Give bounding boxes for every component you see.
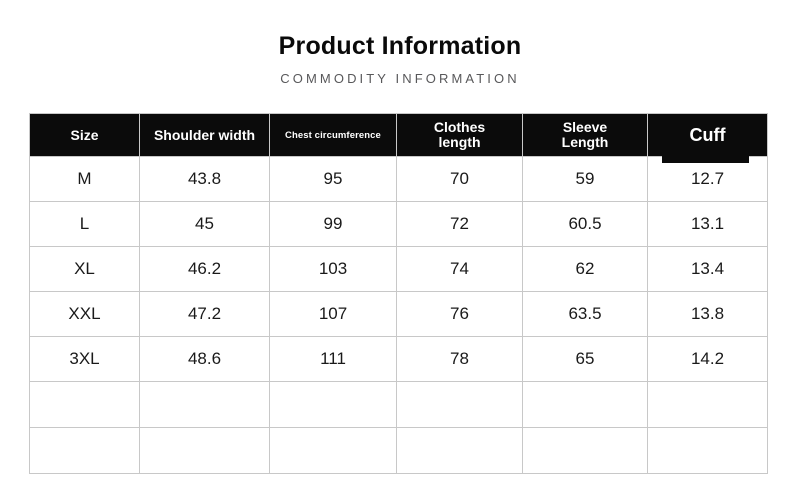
measurement-cell: 76 (396, 291, 523, 337)
measurement-cell: 107 (269, 291, 397, 337)
measurement-cell: 45 (139, 201, 270, 247)
table-row: M 43.8 95 70 59 12.7 (29, 156, 768, 202)
measurement-cell: 59 (522, 156, 648, 202)
measurement-cell: 78 (396, 336, 523, 382)
size-cell: 3XL (29, 336, 140, 382)
column-header-3: Clothes length (396, 113, 523, 157)
measurement-cell: 99 (269, 201, 397, 247)
measurement-cell (522, 381, 648, 428)
measurement-cell: 95 (269, 156, 397, 202)
table-row: XXL 47.2 107 76 63.5 13.8 (29, 291, 768, 337)
column-header-1: Shoulder width (139, 113, 270, 157)
measurement-cell: 74 (396, 246, 523, 292)
size-cell: L (29, 201, 140, 247)
table-row: XL 46.2 103 74 62 13.4 (29, 246, 768, 292)
measurement-cell: 72 (396, 201, 523, 247)
measurement-cell (647, 381, 768, 428)
table-body: M 43.8 95 70 59 12.7 L 45 99 72 60.5 13.1 XL 46.2 103 7… (29, 156, 768, 474)
size-cell (29, 381, 140, 428)
column-header-5: Cuff (647, 113, 768, 164)
measurement-cell: 47.2 (139, 291, 270, 337)
measurement-cell: 65 (522, 336, 648, 382)
heading-block: Product Information COMMODITY INFORMATIO… (0, 0, 800, 87)
measurement-cell (139, 381, 270, 428)
column-header-label: Sleeve Length (561, 119, 609, 150)
measurement-cell: 46.2 (139, 246, 270, 292)
table-row (29, 381, 768, 428)
table-header-row: Size Shoulder width Chest circumference Clo… (29, 113, 768, 164)
column-header-0: Size (29, 113, 140, 157)
column-header-label: Clothes length (433, 119, 486, 150)
table-row: L 45 99 72 60.5 13.1 (29, 201, 768, 247)
measurement-cell: 62 (522, 246, 648, 292)
measurement-cell: 111 (269, 336, 397, 382)
size-chart-table: Size Shoulder width Chest circumference Clo… (29, 113, 768, 474)
size-cell: XL (29, 246, 140, 292)
measurement-cell: 13.4 (647, 246, 768, 292)
measurement-cell: 13.8 (647, 291, 768, 337)
size-cell: M (29, 156, 140, 202)
size-chart-table-container: Size Shoulder width Chest circumference Clo… (29, 113, 768, 474)
measurement-cell (139, 427, 270, 474)
table-row: 3XL 48.6 111 78 65 14.2 (29, 336, 768, 382)
column-header-label: Shoulder width (153, 126, 256, 143)
measurement-cell: 12.7 (647, 156, 768, 202)
measurement-cell: 13.1 (647, 201, 768, 247)
measurement-cell (269, 427, 397, 474)
measurement-cell: 60.5 (522, 201, 648, 247)
column-header-2: Chest circumference (269, 113, 397, 157)
measurement-cell: 103 (269, 246, 397, 292)
measurement-cell (396, 427, 523, 474)
measurement-cell: 43.8 (139, 156, 270, 202)
measurement-cell: 48.6 (139, 336, 270, 382)
page-subtitle: COMMODITY INFORMATION (280, 71, 520, 86)
column-header-label: Chest circumference (285, 129, 381, 141)
column-header-label: Size (70, 126, 99, 143)
table-row (29, 427, 768, 474)
measurement-cell (269, 381, 397, 428)
size-cell: XXL (29, 291, 140, 337)
measurement-cell (522, 427, 648, 474)
measurement-cell: 63.5 (522, 291, 648, 337)
table-header: Size Shoulder width Chest circumference Clo… (29, 113, 768, 164)
measurement-cell (647, 427, 768, 474)
size-cell (29, 427, 140, 474)
measurement-cell: 14.2 (647, 336, 768, 382)
page-title: Product Information (278, 32, 522, 60)
measurement-cell (396, 381, 523, 428)
column-header-label: Cuff (689, 124, 726, 145)
measurement-cell: 70 (396, 156, 523, 202)
column-header-4: Sleeve Length (522, 113, 648, 157)
